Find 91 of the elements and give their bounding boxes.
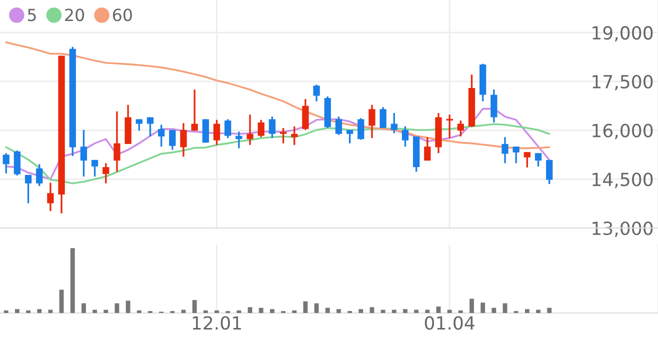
bar — [403, 309, 408, 313]
bar — [303, 301, 308, 313]
bar — [236, 310, 242, 313]
candlestick — [358, 117, 364, 141]
candlestick — [169, 129, 176, 151]
legend-label: 20 — [65, 8, 84, 22]
candlestick — [146, 116, 154, 138]
candlestick — [158, 124, 165, 148]
bar — [414, 310, 419, 313]
bar — [59, 290, 64, 313]
candlestick — [14, 150, 21, 176]
bar — [480, 302, 486, 313]
y-tick-label: 17,500 — [592, 74, 653, 90]
candlestick — [380, 106, 386, 129]
y-tick-label: 19,000 — [592, 26, 653, 42]
candlestick — [457, 120, 464, 138]
y-tick-label: 14,500 — [592, 172, 653, 188]
candlestick — [91, 159, 98, 178]
bar — [336, 309, 341, 313]
candlestick — [524, 151, 530, 168]
bar — [4, 310, 8, 313]
candlestick — [502, 136, 508, 164]
bar — [524, 309, 530, 313]
bar — [358, 309, 364, 313]
candlestick — [446, 114, 453, 139]
bar — [425, 310, 430, 313]
candlestick — [490, 88, 498, 124]
candlestick — [424, 136, 431, 162]
bar — [325, 308, 330, 313]
x-tick-label: 12.01 — [192, 316, 241, 330]
candlestick — [512, 146, 520, 164]
candlestick — [191, 88, 198, 132]
candlestick — [534, 152, 542, 168]
candlestick — [236, 130, 242, 150]
candlestick — [368, 104, 376, 139]
candlestick — [2, 152, 10, 174]
candlestick — [202, 118, 209, 144]
candlestick — [313, 84, 320, 102]
candlestick — [291, 126, 298, 146]
bar — [126, 300, 130, 313]
legend-label: 5 — [28, 8, 36, 22]
legend-label: 60 — [112, 8, 132, 22]
candlestick — [258, 119, 264, 138]
bar — [203, 310, 208, 313]
candlestick — [180, 122, 187, 158]
y-tick-label: 16,000 — [592, 124, 653, 140]
candlestick — [136, 118, 142, 132]
bar — [258, 308, 264, 313]
candlestick — [302, 98, 309, 131]
bar — [214, 310, 219, 313]
bar — [248, 307, 252, 313]
bar — [536, 310, 540, 313]
candlestick — [246, 114, 254, 146]
bar — [436, 306, 441, 313]
candlestick — [102, 162, 110, 184]
candlestick — [390, 112, 398, 134]
candlestick — [402, 126, 409, 148]
bar — [492, 308, 496, 313]
candlestick — [114, 110, 120, 172]
candlestick — [224, 118, 232, 139]
candlestick — [346, 129, 354, 144]
bar — [392, 310, 396, 313]
candlestick — [213, 119, 220, 146]
candlestick — [280, 127, 287, 144]
bar — [370, 307, 374, 313]
candlestick — [47, 182, 54, 212]
candlestick — [268, 116, 276, 139]
candlestick — [335, 116, 342, 136]
bar — [458, 310, 463, 313]
bar — [104, 310, 108, 313]
bar — [380, 310, 386, 313]
bar — [192, 300, 197, 313]
candlestick — [80, 129, 88, 178]
bar — [470, 298, 474, 313]
bar — [447, 310, 452, 313]
bar — [92, 310, 98, 313]
bar — [136, 310, 142, 313]
bar — [48, 310, 53, 313]
candlestick — [24, 174, 32, 204]
bar — [292, 310, 297, 313]
bar — [270, 309, 274, 313]
candlestick — [36, 163, 43, 187]
bar — [37, 309, 42, 313]
candlestick — [546, 159, 553, 185]
bar — [81, 303, 86, 313]
x-tick-label: 01.04 — [424, 316, 474, 330]
bar — [70, 248, 75, 313]
bar — [26, 310, 30, 313]
bar — [547, 308, 552, 313]
bar — [14, 309, 20, 313]
bar — [114, 303, 120, 313]
